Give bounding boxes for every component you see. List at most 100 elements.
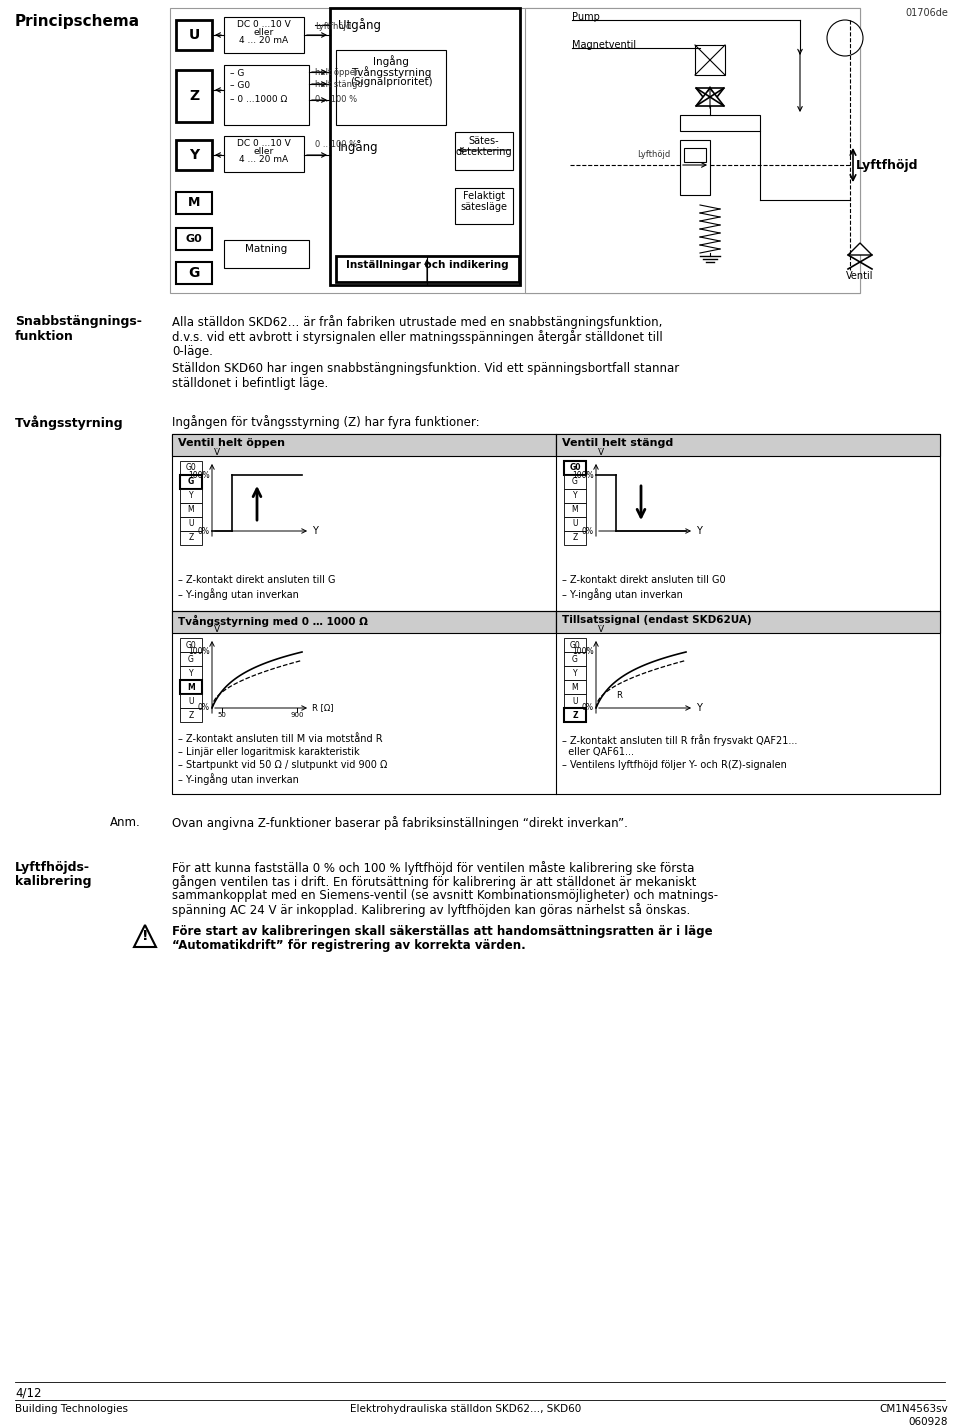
Text: d.v.s. vid ett avbrott i styrsignalen eller matningsspänningen återgår ställdone: d.v.s. vid ett avbrott i styrsignalen el… <box>172 330 662 344</box>
Text: (Signalprioritet): (Signalprioritet) <box>349 77 432 87</box>
Text: M: M <box>572 506 578 514</box>
Text: G: G <box>188 266 200 280</box>
Bar <box>180 476 202 488</box>
Polygon shape <box>696 89 724 106</box>
Text: Ovan angivna Z-funktioner baserar på fabriksinställningen “direkt inverkan”.: Ovan angivna Z-funktioner baserar på fab… <box>172 815 628 830</box>
Bar <box>176 140 212 170</box>
Bar <box>684 149 706 161</box>
Text: detektering: detektering <box>456 147 513 157</box>
Text: Z: Z <box>189 89 199 103</box>
Text: U: U <box>188 29 200 41</box>
Bar <box>180 694 202 708</box>
Text: Y: Y <box>189 149 199 161</box>
Text: U: U <box>572 697 578 705</box>
Text: G: G <box>572 477 578 487</box>
Bar <box>170 9 860 293</box>
Text: U: U <box>572 520 578 528</box>
Text: 100%: 100% <box>188 470 210 480</box>
Text: – Ventilens lyftfhöjd följer Y- och R(Z)-signalen: – Ventilens lyftfhöjd följer Y- och R(Z)… <box>562 760 787 770</box>
Text: Lyftfhöjd: Lyftfhöjd <box>315 21 351 31</box>
Text: V̇: V̇ <box>598 625 604 634</box>
Text: Ventil helt stängd: Ventil helt stängd <box>562 438 673 448</box>
Text: helt stängd: helt stängd <box>315 80 363 89</box>
Bar <box>180 531 202 545</box>
Bar <box>224 17 304 53</box>
Bar <box>224 66 309 126</box>
Bar <box>556 434 940 456</box>
Bar <box>564 488 586 503</box>
Bar <box>224 240 309 268</box>
Text: Ingång: Ingång <box>338 140 378 154</box>
Bar <box>180 653 202 665</box>
Text: Y: Y <box>573 668 577 677</box>
Text: 100%: 100% <box>572 647 594 657</box>
Text: 50: 50 <box>218 713 227 718</box>
Text: Anm.: Anm. <box>110 815 141 830</box>
Text: Tvångsstyrning med 0 … 1000 Ω: Tvångsstyrning med 0 … 1000 Ω <box>178 615 368 627</box>
Bar <box>180 708 202 723</box>
Bar <box>455 188 513 224</box>
Bar <box>564 653 586 665</box>
Text: ställdonet i befintligt läge.: ställdonet i befintligt läge. <box>172 377 328 390</box>
Text: Lyfthöjd: Lyfthöjd <box>636 150 670 159</box>
Text: Ventil helt öppen: Ventil helt öppen <box>178 438 285 448</box>
Text: G0: G0 <box>185 464 197 473</box>
Text: eller: eller <box>253 147 275 156</box>
Text: M: M <box>572 683 578 691</box>
Text: – Y-ingång utan inverkan: – Y-ingång utan inverkan <box>562 588 683 600</box>
Text: R: R <box>616 691 622 701</box>
Text: För att kunna fastställa 0 % och 100 % lyftfhöjd för ventilen måste kalibrering : För att kunna fastställa 0 % och 100 % l… <box>172 861 694 875</box>
Bar <box>176 261 212 284</box>
Text: Sätes-: Sätes- <box>468 136 499 146</box>
Bar <box>176 20 212 50</box>
Text: Z: Z <box>572 711 578 720</box>
Text: V̇: V̇ <box>214 625 220 634</box>
Bar <box>172 434 556 456</box>
Bar <box>695 46 725 76</box>
Text: Z: Z <box>188 711 194 720</box>
Bar <box>180 665 202 680</box>
Text: Tvångsstyrning: Tvångsstyrning <box>15 416 124 430</box>
Bar <box>525 9 860 293</box>
Text: V̇: V̇ <box>598 448 604 457</box>
Text: 0 ...100 %: 0 ...100 % <box>315 96 357 104</box>
Bar <box>180 461 202 476</box>
Polygon shape <box>134 925 156 947</box>
Text: 0%: 0% <box>582 704 594 713</box>
Text: funktion: funktion <box>15 330 74 343</box>
Text: Pump: Pump <box>572 11 600 21</box>
Text: – G: – G <box>230 69 245 79</box>
Text: !: ! <box>142 930 148 942</box>
Text: R [Ω]: R [Ω] <box>312 704 333 713</box>
Bar <box>176 191 212 214</box>
Text: 100%: 100% <box>572 470 594 480</box>
Text: – Z-kontakt ansluten till R från frysvakt QAF21...: – Z-kontakt ansluten till R från frysvak… <box>562 734 798 745</box>
Bar <box>564 461 586 476</box>
Text: Ingången för tvångsstyrning (Z) har fyra funktioner:: Ingången för tvångsstyrning (Z) har fyra… <box>172 416 480 428</box>
Text: – 0 ...1000 Ω: – 0 ...1000 Ω <box>230 96 287 104</box>
Text: Alla ställdon SKD62… är från fabriken utrustade med en snabbstängningsfunktion,: Alla ställdon SKD62… är från fabriken ut… <box>172 316 662 328</box>
Text: – Y-ingång utan inverkan: – Y-ingång utan inverkan <box>178 773 299 785</box>
Text: Elektrohydrauliska ställdon SKD62..., SKD60: Elektrohydrauliska ställdon SKD62..., SK… <box>350 1404 581 1414</box>
Text: sammankopplat med en Siemens-ventil (se avsnitt Kombinationsmöjligheter) och mat: sammankopplat med en Siemens-ventil (se … <box>172 890 718 902</box>
Text: 0-läge.: 0-läge. <box>172 346 213 358</box>
Text: sätesläge: sätesläge <box>461 201 508 211</box>
Bar <box>455 131 513 170</box>
Bar <box>176 70 212 121</box>
Bar <box>336 256 519 281</box>
Text: Ingång: Ingång <box>373 56 409 67</box>
Text: Lyftfhöjds-: Lyftfhöjds- <box>15 861 90 874</box>
Text: 0%: 0% <box>582 527 594 536</box>
Bar <box>336 50 446 126</box>
Text: – Z-kontakt direkt ansluten till G0: – Z-kontakt direkt ansluten till G0 <box>562 575 726 585</box>
Text: Tvångsstyrning: Tvångsstyrning <box>350 66 431 79</box>
Text: kalibrering: kalibrering <box>15 875 91 888</box>
Text: G: G <box>188 654 194 664</box>
Bar <box>224 136 304 171</box>
Polygon shape <box>696 89 724 106</box>
Bar <box>180 517 202 531</box>
Text: U: U <box>188 697 194 705</box>
Text: Y: Y <box>696 703 702 713</box>
Text: – Y-ingång utan inverkan: – Y-ingång utan inverkan <box>178 588 299 600</box>
Text: Snabbstängnings-: Snabbstängnings- <box>15 316 142 328</box>
